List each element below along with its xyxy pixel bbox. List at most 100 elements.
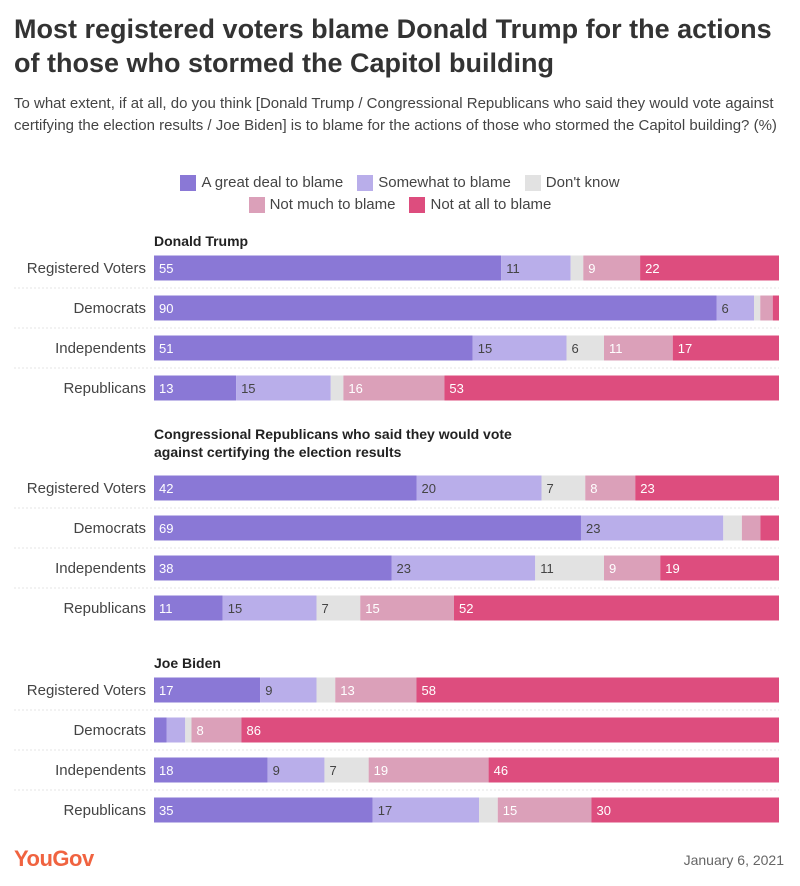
bar-value-label: 9 [273,763,280,778]
row-label-republicans: Republicans [63,802,146,819]
bar-great-deal [154,717,167,743]
bar-not-at-all [760,515,779,541]
bar-value-label: 7 [547,481,554,496]
group-title-3: Joe Biden [154,655,221,671]
bar-not-much [191,717,242,743]
bar-dont-know [535,555,604,581]
chart-title: Most registered voters blame Donald Trum… [14,14,772,78]
bar-somewhat [260,677,317,703]
legend-swatch-not-much [248,197,265,213]
bar-value-label: 46 [494,763,508,778]
bar-value-label: 7 [329,763,336,778]
bar-not-at-all [591,797,779,823]
bar-value-label: 52 [459,601,473,616]
bar-value-label: 17 [678,341,692,356]
bar-not-at-all [444,375,779,401]
bar-value-label: 69 [159,521,173,536]
bar-not-much [583,255,641,281]
bar-value-label: 20 [422,481,436,496]
bar-somewhat [372,797,479,823]
bar-value-label: 11 [159,601,173,616]
bar-value-label: 17 [378,803,392,818]
legend-row-1: A great deal to blame Somewhat to blame … [0,172,800,194]
bar-great-deal [154,295,717,321]
row-label-democrats: Democrats [73,520,146,537]
bar-not-at-all [241,717,779,743]
bar-value-label: 9 [265,683,272,698]
bar-somewhat [416,475,542,501]
bar-not-at-all [672,335,779,361]
bar-value-label: 11 [540,561,554,576]
bar-value-label: 11 [506,261,520,276]
bar-value-label: 35 [159,803,173,818]
bar-not-much [360,595,454,621]
row-label-registered-voters: Registered Voters [27,260,146,277]
bar-not-much [585,475,636,501]
row-label-republicans: Republicans [63,380,146,397]
legend: A great deal to blame Somewhat to blame … [0,172,800,216]
bar-dont-know [570,255,584,281]
bar-value-label: 19 [374,763,388,778]
bar-not-at-all [635,475,779,501]
bar-value-label: 7 [322,601,329,616]
legend-label-not-much: Not much to blame [269,196,396,213]
bar-value-label: 38 [159,561,173,576]
bar-not-much [741,515,761,541]
bar-great-deal [154,515,581,541]
bar-value-label: 9 [588,261,595,276]
bar-great-deal [154,375,237,401]
bar-great-deal [154,555,392,581]
bar-dont-know [541,475,586,501]
bar-somewhat [391,555,536,581]
bar-great-deal [154,335,473,361]
bar-great-deal [154,757,268,783]
bar-not-at-all [454,595,779,621]
bar-value-label: 13 [340,683,354,698]
legend-row-2: Not much to blame Not at all to blame [0,194,800,216]
bar-dont-know [185,717,192,743]
bar-not-much [335,677,417,703]
bar-dont-know [479,797,498,823]
legend-item-not-much: Not much to blame [248,194,396,216]
bar-great-deal [154,797,373,823]
bar-not-at-all [488,757,779,783]
footer-date: January 6, 2021 [683,852,784,868]
legend-item-great-deal: A great deal to blame [180,172,343,194]
legend-label-not-at-all: Not at all to blame [430,196,552,213]
bar-somewhat [267,757,325,783]
bar-value-label: 23 [586,521,600,536]
group-title-2: Congressional Republicans who said they … [154,426,512,460]
bar-dont-know [723,515,742,541]
bar-great-deal [154,475,417,501]
bar-value-label: 55 [159,261,173,276]
bar-not-much [497,797,592,823]
bar-value-label: 17 [159,683,173,698]
bar-great-deal [154,595,223,621]
bar-dont-know [316,595,361,621]
bar-somewhat [166,717,186,743]
bar-value-label: 15 [365,601,379,616]
row-label-republicans: Republicans [63,600,146,617]
bar-not-much [604,335,673,361]
yougov-logo: YouGov [14,846,94,871]
bar-value-label: 15 [478,341,492,356]
bar-value-label: 13 [159,381,173,396]
legend-label-somewhat: Somewhat to blame [378,174,511,191]
row-label-independents: Independents [55,762,146,779]
bar-somewhat [472,335,567,361]
row-label-democrats: Democrats [73,722,146,739]
bar-value-label: 53 [449,381,463,396]
bar-somewhat [222,595,317,621]
bar-not-at-all [416,677,779,703]
bar-not-much [343,375,445,401]
bar-value-label: 18 [159,763,173,778]
bar-somewhat [716,295,754,321]
legend-swatch-great-deal [180,175,197,191]
bar-value-label: 23 [397,561,411,576]
bar-not-much [368,757,489,783]
bar-not-at-all [772,295,779,321]
bar-dont-know [316,677,336,703]
bar-value-label: 42 [159,481,173,496]
bar-value-label: 9 [609,561,616,576]
